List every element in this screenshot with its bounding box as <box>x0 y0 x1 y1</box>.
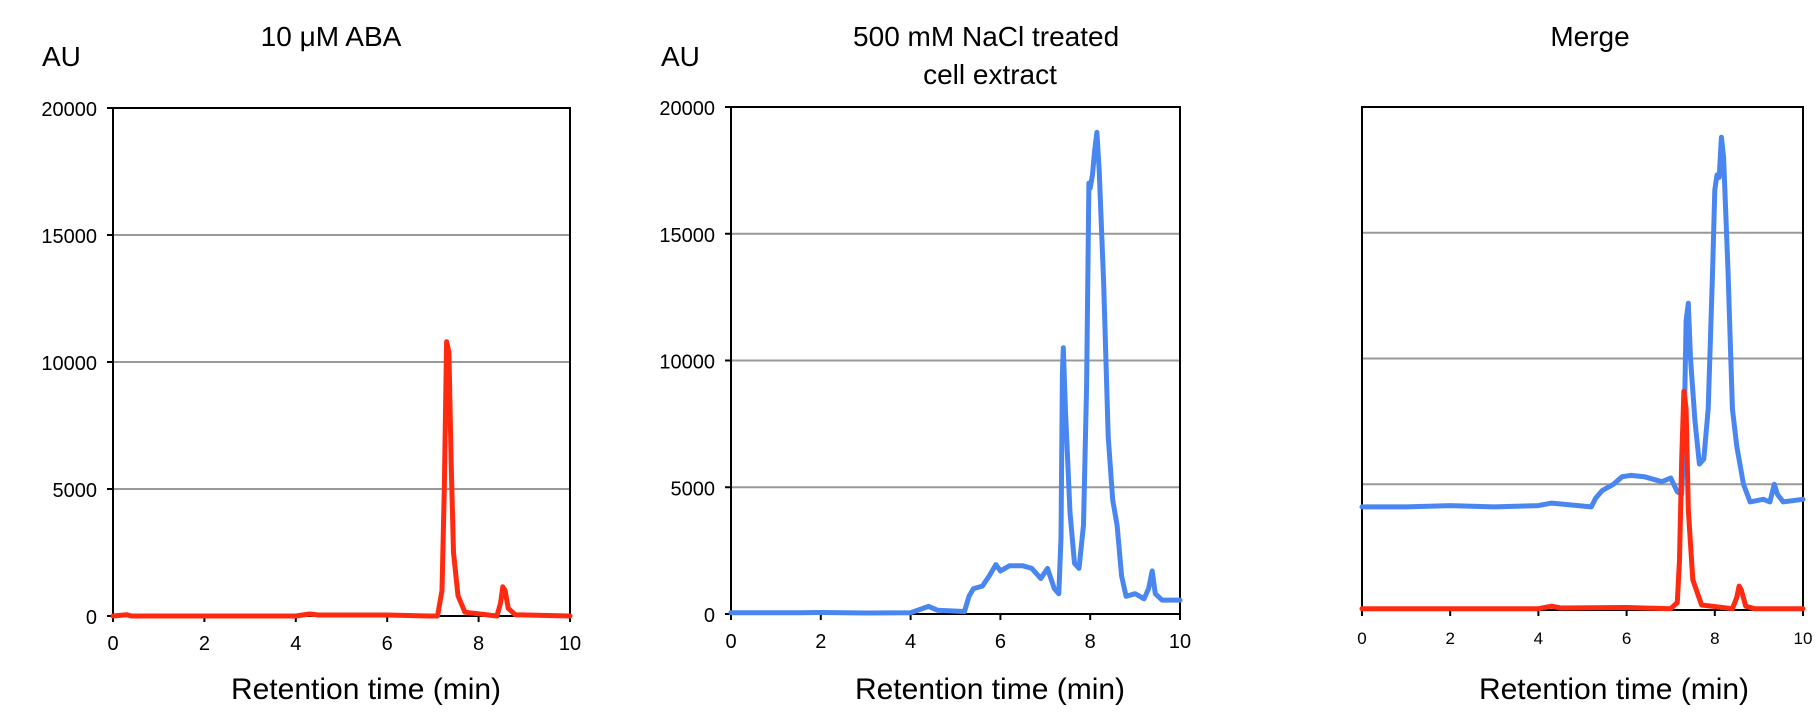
x-tick-label: 8 <box>1710 629 1719 648</box>
chart-panel-merge: Merge Retention time (min) 0 2 4 6 8 10 <box>1357 21 1812 706</box>
x-tick-label: 2 <box>1445 629 1454 648</box>
x-axis-label: Retention time (min) <box>855 673 1125 706</box>
y-tick-label: 15000 <box>41 226 97 248</box>
y-tick-label: 20000 <box>659 98 715 120</box>
chart-panel-aba: AU 10 μM ABA Retention time (min) 0 5000 1… <box>41 21 581 706</box>
x-tick-label: 10 <box>1794 629 1813 648</box>
series-line <box>1359 388 1806 612</box>
x-tick-label: 2 <box>815 631 826 653</box>
chart-title: Merge <box>1550 21 1629 52</box>
y-tick-label: 0 <box>704 605 715 627</box>
x-tick-label: 6 <box>995 631 1006 653</box>
series-line <box>110 339 573 619</box>
x-tick-label: 8 <box>1085 631 1096 653</box>
y-tick-label: 20000 <box>41 99 97 121</box>
chart-title: 10 μM ABA <box>261 21 402 52</box>
x-tick-label: 10 <box>1169 631 1191 653</box>
chart-title: 500 mM NaCl treated cell extract <box>853 21 1127 90</box>
x-tick-label: 6 <box>1622 629 1631 648</box>
x-tick-label: 8 <box>473 633 484 655</box>
y-tick-label: 10000 <box>659 352 715 374</box>
x-tick-label: 4 <box>1534 629 1543 648</box>
x-tick-label: 0 <box>1357 629 1366 648</box>
y-tick-label: 5000 <box>671 478 716 500</box>
x-tick-label: 4 <box>905 631 916 653</box>
x-tick-label: 4 <box>290 633 301 655</box>
y-tick-label: 5000 <box>53 480 98 502</box>
y-axis-label: AU <box>42 41 81 72</box>
y-tick-label: 0 <box>86 607 97 629</box>
x-tick-label: 2 <box>199 633 210 655</box>
x-tick-label: 0 <box>107 633 118 655</box>
y-axis-label: AU <box>661 41 700 72</box>
x-tick-label: 0 <box>725 631 736 653</box>
y-tick-label: 10000 <box>41 353 97 375</box>
chart-panel-nacl: AU 500 mM NaCl treated cell extract Rete… <box>659 21 1191 706</box>
series-line <box>728 129 1183 616</box>
series-line <box>1359 134 1806 510</box>
y-tick-label: 15000 <box>659 225 715 247</box>
x-axis-label: Retention time (min) <box>231 673 501 706</box>
x-tick-label: 10 <box>559 633 581 655</box>
x-axis-label: Retention time (min) <box>1479 673 1749 706</box>
x-tick-label: 6 <box>382 633 393 655</box>
